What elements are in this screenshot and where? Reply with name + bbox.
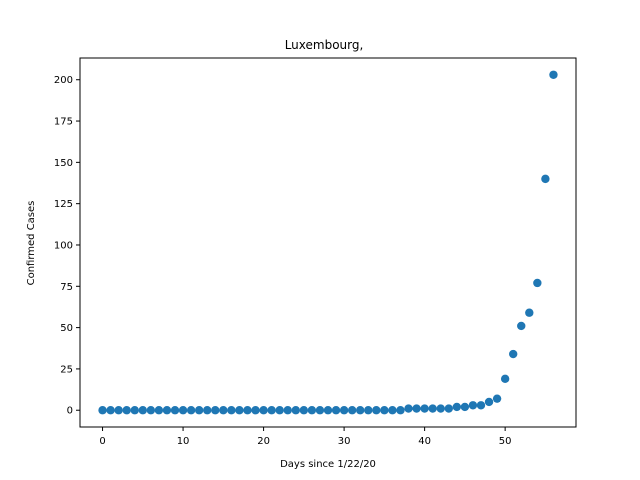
data-point	[549, 70, 558, 79]
data-point	[525, 308, 534, 317]
y-tick-label: 125	[54, 199, 73, 210]
y-tick-label: 75	[60, 282, 73, 293]
data-point	[388, 406, 397, 415]
x-tick-label: 40	[418, 436, 431, 447]
data-point	[460, 402, 470, 412]
data-point	[291, 406, 300, 415]
data-point	[468, 401, 478, 410]
y-tick-label: 100	[54, 240, 73, 251]
data-point	[452, 402, 462, 412]
data-point	[331, 406, 341, 415]
data-point	[436, 404, 445, 413]
data-point	[307, 406, 317, 415]
data-point	[339, 406, 349, 415]
y-tick-label: 200	[54, 75, 73, 86]
x-tick-label: 30	[338, 436, 351, 447]
data-point	[420, 404, 429, 413]
plot-frame	[79, 57, 577, 428]
x-tick-label: 20	[257, 436, 270, 447]
data-point	[203, 406, 212, 415]
data-point	[122, 406, 131, 415]
data-point	[138, 406, 148, 415]
data-point	[267, 406, 276, 415]
data-point	[364, 406, 373, 415]
data-point	[541, 174, 550, 184]
data-point	[412, 404, 421, 413]
data-point	[130, 406, 139, 415]
data-point	[259, 406, 268, 415]
data-point	[243, 406, 252, 415]
data-point	[106, 406, 115, 415]
data-point	[194, 406, 204, 415]
y-axis-ticks: 0 25 50 75 100 125 150 175 200	[54, 75, 80, 417]
data-point	[170, 406, 180, 415]
data-point	[219, 406, 228, 415]
data-point	[508, 349, 518, 359]
data-point	[227, 406, 236, 415]
data-point	[517, 321, 526, 331]
x-axis-label: Days since 1/22/20	[280, 459, 376, 470]
data-point	[98, 406, 107, 415]
data-points	[98, 70, 558, 415]
y-tick-label: 175	[54, 117, 73, 128]
data-point	[404, 404, 413, 413]
data-point	[114, 406, 123, 415]
x-axis-ticks: 0 10 20 30 40 50	[99, 427, 512, 447]
y-tick-label: 25	[60, 364, 73, 375]
data-point	[372, 406, 381, 415]
data-point	[347, 406, 357, 415]
data-point	[299, 406, 309, 415]
data-point	[380, 406, 389, 415]
data-point	[275, 406, 284, 415]
x-tick-label: 0	[99, 436, 105, 447]
data-point	[356, 406, 365, 415]
data-point	[235, 406, 244, 415]
y-tick-label: 0	[67, 406, 73, 417]
data-point	[251, 406, 260, 415]
data-point	[396, 406, 405, 415]
x-tick-label: 50	[499, 436, 512, 447]
x-tick-label: 10	[177, 436, 190, 447]
y-tick-label: 150	[54, 158, 73, 169]
data-point	[444, 404, 453, 413]
chart-title: Luxembourg,	[285, 38, 364, 52]
data-point	[162, 406, 172, 415]
data-point	[211, 406, 220, 415]
data-point	[492, 394, 502, 403]
data-point	[484, 397, 494, 407]
data-point	[146, 406, 156, 415]
data-point	[428, 404, 437, 413]
data-point	[323, 406, 333, 415]
data-point	[533, 278, 542, 288]
data-point	[154, 406, 164, 415]
data-point	[315, 406, 325, 415]
data-point	[178, 406, 188, 415]
y-axis-label: Confirmed Cases	[26, 201, 37, 286]
data-point	[283, 406, 292, 415]
data-point	[186, 406, 196, 415]
y-tick-label: 50	[60, 323, 73, 334]
data-point	[500, 374, 510, 384]
data-point	[476, 401, 486, 410]
